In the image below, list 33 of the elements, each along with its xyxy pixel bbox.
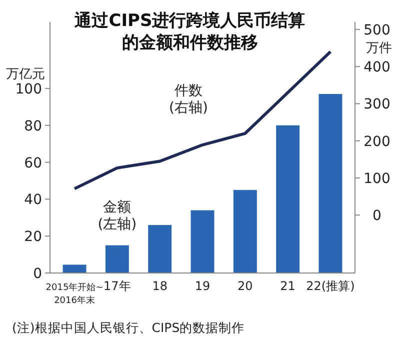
x-tick-label: 21 xyxy=(280,279,296,293)
x-tick-label: 18 xyxy=(152,279,168,293)
y2-tick-label: 100 xyxy=(364,170,390,187)
y2-tick-label: 200 xyxy=(364,134,390,150)
bar xyxy=(62,264,86,273)
chart-title: 通过CIPS进行跨境人民币结算的金额和件数推移 xyxy=(74,11,306,53)
y-tick-label: 80 xyxy=(24,118,42,134)
x-tick-label: 22(推算) xyxy=(306,279,355,293)
x-tick-label: 20 xyxy=(238,279,253,293)
bar xyxy=(190,210,214,273)
y2-axis-title: 万件 xyxy=(366,41,392,56)
y-tick-label: 60 xyxy=(24,155,42,172)
x-tick-label: 19 xyxy=(194,279,210,293)
y-tick-label: 0 xyxy=(33,266,42,282)
y-tick-label: 100 xyxy=(15,81,42,98)
y2-tick-label: 0 xyxy=(372,208,382,224)
bar xyxy=(276,125,300,273)
x-tick-label: 17年 xyxy=(104,279,131,293)
bar xyxy=(233,190,257,273)
y2-tick-label: 400 xyxy=(364,60,390,76)
y-tick-label: 20 xyxy=(24,229,42,246)
y2-tick-label: 300 xyxy=(364,96,390,113)
y-axis-title: 万亿元 xyxy=(6,67,45,82)
x-tick-label: 2015年开始~ 2016年末 xyxy=(46,282,104,306)
bar xyxy=(318,94,342,273)
line-series xyxy=(73,50,332,190)
bar xyxy=(105,245,129,273)
series-label: 金额 (左轴) xyxy=(98,199,137,232)
y-tick-label: 40 xyxy=(24,192,42,208)
bar xyxy=(148,225,172,273)
series-label: 件数 (右轴) xyxy=(169,82,208,116)
y2-tick-label: 500 xyxy=(364,22,390,38)
text: (注)根据中国人民银行、CIPS的数据制作 xyxy=(12,320,245,335)
